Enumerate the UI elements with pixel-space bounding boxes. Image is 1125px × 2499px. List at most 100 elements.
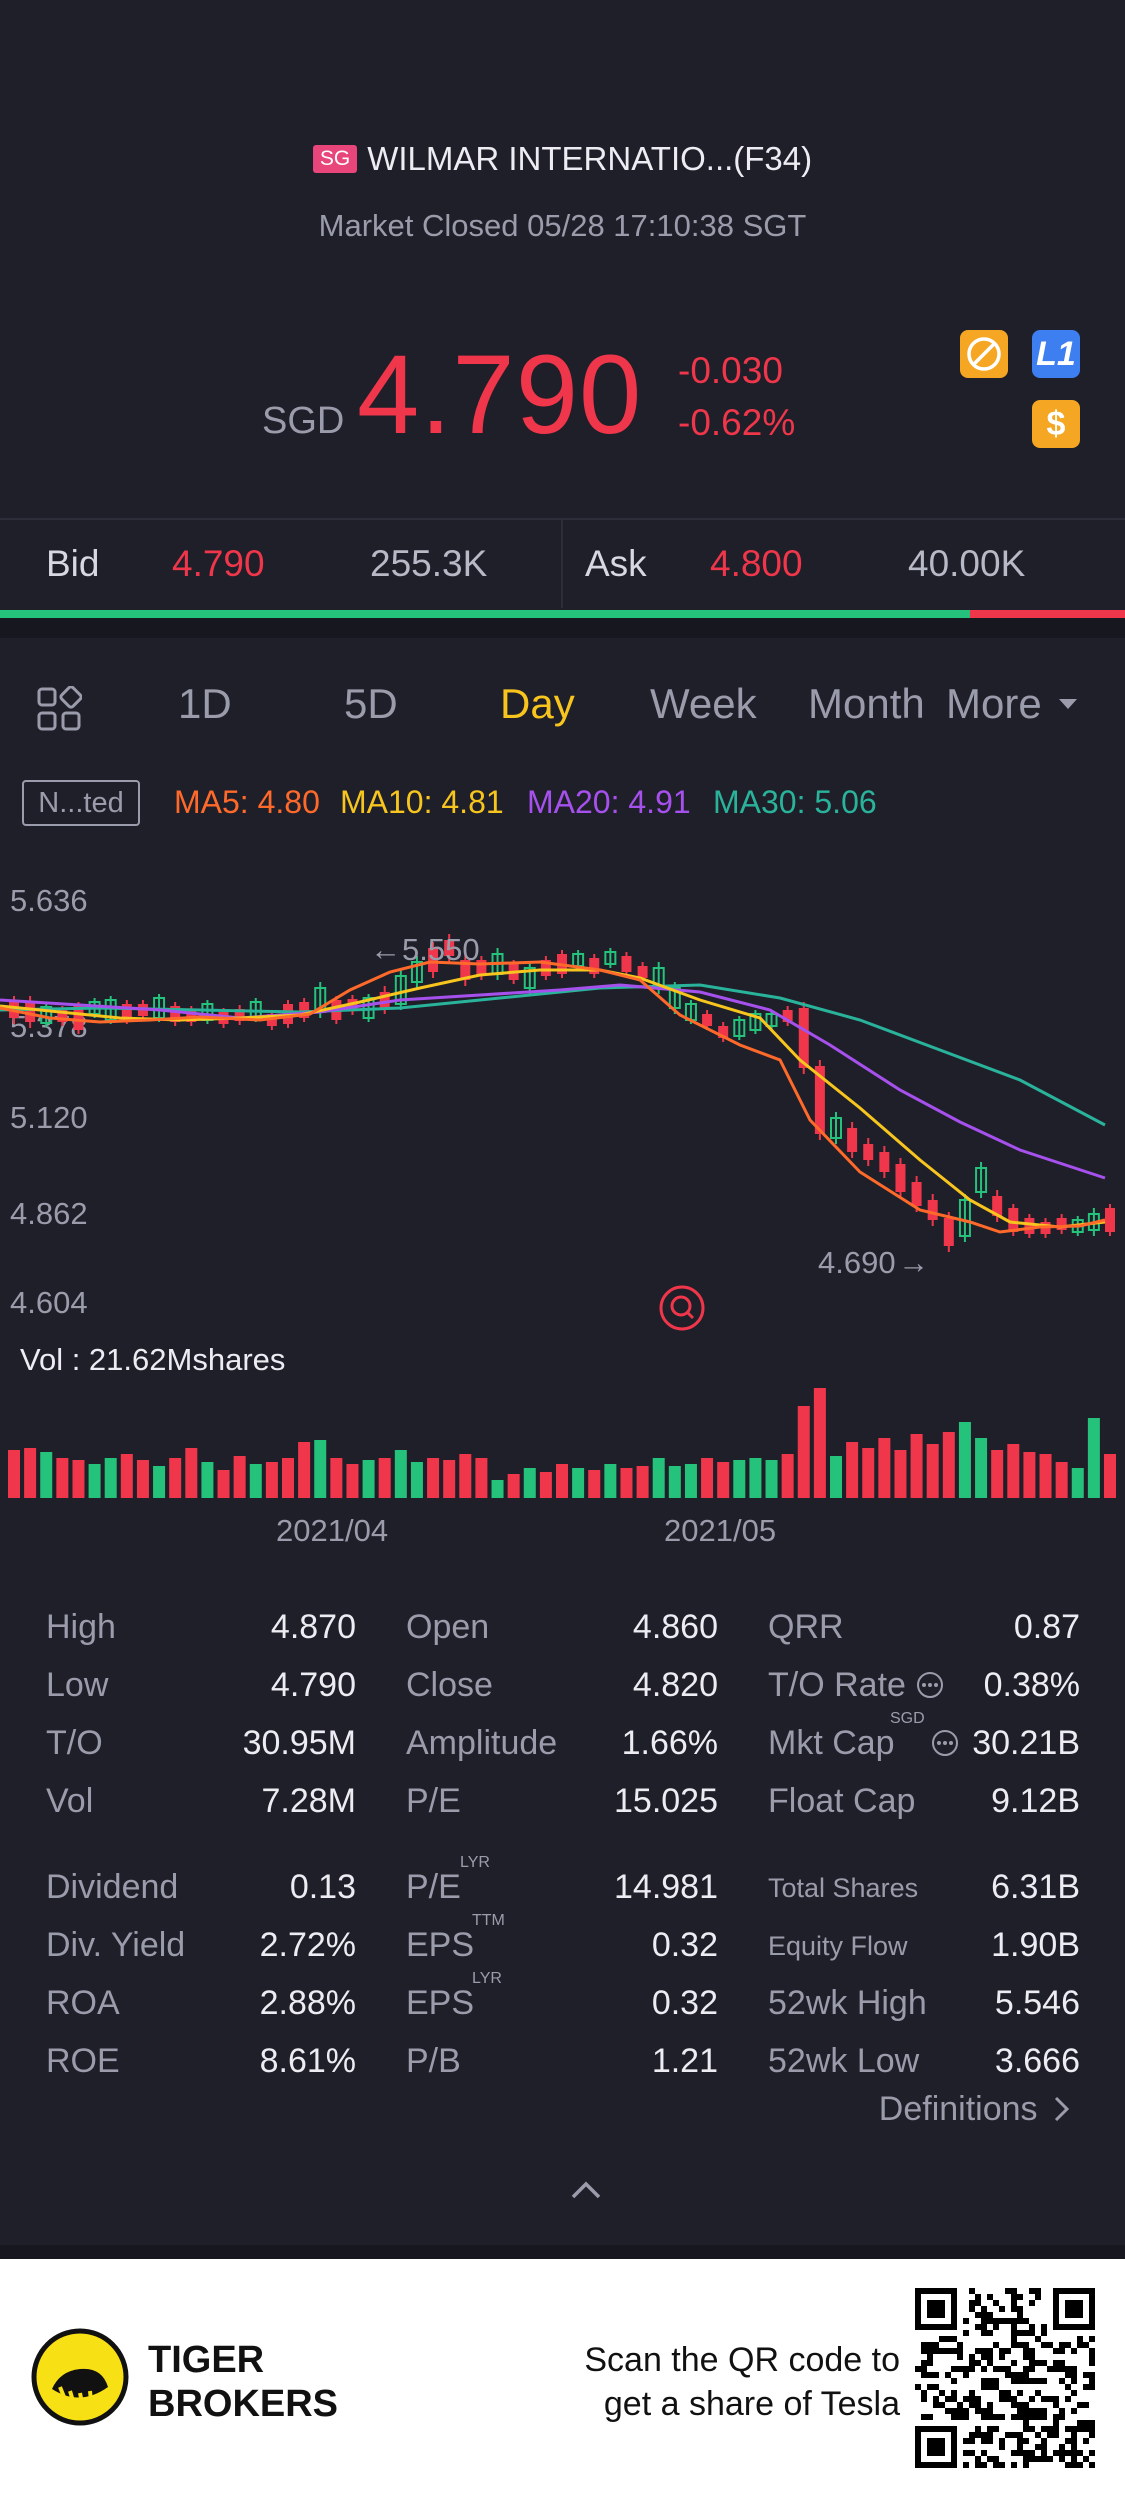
qr-module [1035,2294,1041,2300]
layout-grid-icon[interactable] [36,685,83,737]
candle-body [958,1199,971,1237]
qr-module [1017,2372,1023,2378]
stat-label: P/E [406,1868,461,1906]
change-percent: -0.62% [678,402,796,443]
qr-module [1005,2348,1011,2354]
qr-module [1089,2360,1095,2366]
qr-module [1053,2360,1059,2366]
candle-body [299,1002,310,1018]
candle-body [234,1009,245,1021]
qr-module [1059,2366,1065,2372]
ask-label: Ask [585,543,647,584]
promo-text: Scan the QR code to get a share of Tesla [520,2338,900,2426]
qr-module [975,2396,981,2402]
stat-value: 4.790 [270,1666,356,1704]
qr-module [1071,2450,1077,2456]
stat-label: Float Cap [768,1782,916,1820]
bid-ask-panel [0,518,1125,608]
volume-bar [88,1464,101,1498]
stock-title[interactable]: SG WILMAR INTERNATIO...(F34) [0,140,1125,178]
qr-module [1053,2396,1059,2402]
qr-module [999,2444,1005,2450]
qr-finder [1065,2300,1083,2318]
qr-module [993,2456,999,2462]
tab-day[interactable]: Day [500,680,575,727]
price-adjust-button[interactable]: N...ted [22,780,140,826]
qr-module [963,2450,969,2456]
qr-module [951,2408,957,2414]
qr-module [981,2348,987,2354]
qr-module [963,2462,969,2468]
qr-module [975,2462,981,2468]
tab-week[interactable]: Week [650,680,757,727]
info-icon[interactable] [915,1670,945,1700]
qr-module [1029,2288,1035,2294]
qr-module [1089,2462,1095,2468]
qr-module [957,2408,963,2414]
qr-module [915,2366,921,2372]
qr-module [921,2366,927,2372]
qr-module [975,2426,981,2432]
candle-body [444,940,455,956]
qr-module [981,2312,987,2318]
qr-module [1071,2366,1077,2372]
qr-module [1059,2342,1065,2348]
volume-bar [249,1464,262,1498]
dollar-icon[interactable]: $ [1032,400,1080,448]
tab-1d[interactable]: 1D [178,680,232,727]
volume-bar [459,1454,472,1498]
qr-module [969,2354,975,2360]
qr-module [999,2390,1005,2396]
qr-module [1089,2426,1095,2432]
qr-module [927,2360,933,2366]
qr-module [1041,2408,1047,2414]
qr-module [957,2348,963,2354]
qr-module [1023,2450,1029,2456]
low-marker-arrow: → [898,1245,929,1280]
candle-body [1056,1218,1067,1230]
stat-label: Div. Yield [46,1926,186,1964]
qr-module [1089,2354,1095,2360]
brand-name: TIGER BROKERS [148,2338,338,2426]
qr-module [1071,2426,1077,2432]
tab-more[interactable]: More [946,680,1079,728]
stat-label: Mkt Cap [768,1724,895,1762]
definitions-link[interactable]: Definitions [879,2090,1071,2129]
qr-module [987,2360,993,2366]
qr-module [1023,2462,1029,2468]
magnifier-icon[interactable] [659,1285,705,1331]
qr-module [1059,2450,1065,2456]
collapse-chevron-icon[interactable] [570,2180,602,2205]
tab-5d[interactable]: 5D [344,680,398,727]
brand-line-2: BROKERS [148,2383,339,2425]
candle-body [992,1196,1003,1216]
qr-module [927,2348,933,2354]
candlestick-chart[interactable]: 5.636 5.378 5.120 4.862 4.604 ← 5.550 4.… [0,860,1125,1560]
qr-code[interactable] [915,2288,1095,2473]
qr-module [981,2324,987,2330]
volume-bar [507,1474,520,1498]
qr-module [975,2402,981,2408]
no-short-icon[interactable] [960,330,1008,378]
candle-body [975,1167,988,1193]
level1-quote-icon[interactable]: L1 [1032,330,1080,378]
qr-module [1071,2378,1077,2384]
stat-value: 14.981 [614,1868,718,1906]
qr-module [951,2348,957,2354]
qr-module [969,2432,975,2438]
volume-bar [862,1448,875,1498]
volume-bar [797,1406,810,1498]
qr-module [1035,2456,1041,2462]
qr-module [1017,2450,1023,2456]
qr-module [1065,2396,1071,2402]
qr-module [987,2408,993,2414]
footer-divider [0,2245,1125,2259]
volume-bar [830,1456,842,1498]
qr-module [981,2306,987,2312]
qr-module [1011,2294,1017,2300]
info-icon[interactable] [930,1728,960,1758]
qr-module [1065,2372,1071,2378]
stat-label: High [46,1608,116,1646]
tab-month[interactable]: Month [808,680,925,727]
stat-value: 8.61% [259,2042,356,2080]
